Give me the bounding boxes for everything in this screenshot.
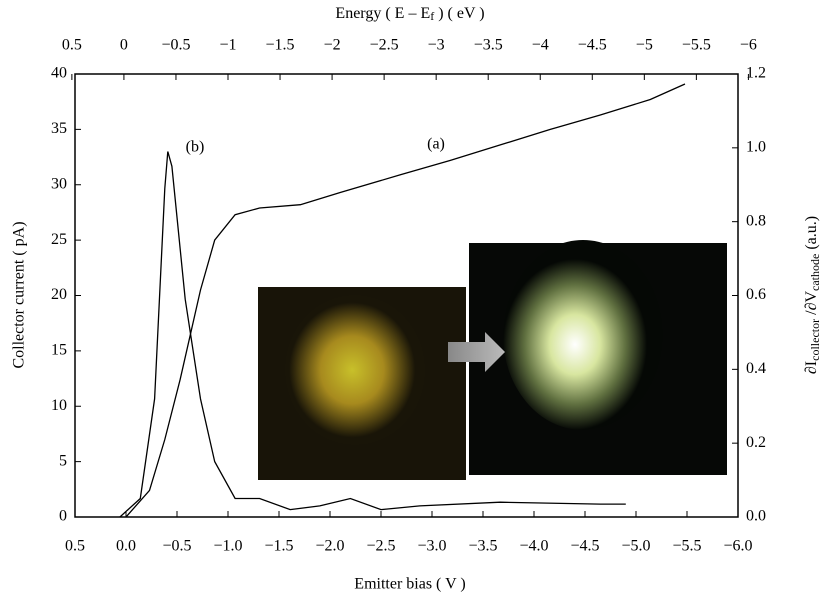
x2-tick-label: 0.5	[62, 37, 82, 54]
x2-tick-label: −5.5	[682, 37, 711, 54]
label-part: collector	[808, 319, 822, 361]
y-tick-label: 5	[59, 452, 67, 469]
glow	[285, 295, 425, 445]
label-part: /∂V	[803, 291, 820, 319]
y2-tick-label: 0.8	[746, 212, 766, 229]
y2-tick-label: 1.0	[746, 139, 766, 156]
y-tick-label: 10	[51, 397, 67, 414]
label-part: cathode	[808, 254, 822, 291]
x2-tick-label: −5	[636, 37, 653, 54]
x-tick-label: −2.0	[315, 538, 344, 555]
label-part: ∂I	[803, 361, 820, 374]
x2-tick-label: −4	[532, 37, 549, 54]
x2-tick-label: −3.5	[474, 37, 503, 54]
x-tick-label: −1.0	[213, 538, 242, 555]
x-tick-label: −4.0	[519, 538, 548, 555]
x-tick-label: −4.5	[570, 538, 599, 555]
x-tick-label: 0.5	[65, 538, 85, 555]
y2-tick-label: 0.4	[746, 360, 766, 377]
x-tick-label: −2.5	[366, 538, 395, 555]
x2-axis-label: Energy ( E – Ef ) ( eV )	[335, 5, 484, 23]
x-tick-label: −5.5	[672, 538, 701, 555]
x2-tick-label: 0	[120, 37, 128, 54]
arrow	[448, 332, 505, 372]
x-tick-label: −0.5	[162, 538, 191, 555]
label-part: ) ( eV )	[434, 5, 484, 22]
x-tick-label: −1.5	[264, 538, 293, 555]
x2-tick-label: −6	[740, 37, 757, 54]
x2-tick-label: −4.5	[578, 37, 607, 54]
y-tick-label: 20	[51, 286, 67, 303]
x2-tick-label: −0.5	[161, 37, 190, 54]
label-part: f	[430, 9, 434, 23]
y2-axis-label: ∂Icollector /∂Vcathode (a.u.)	[803, 216, 822, 374]
y2-tick-label: 0.6	[746, 286, 766, 303]
y-tick-label: 0	[59, 508, 67, 525]
y-axis-label: Collector current ( pA)	[11, 221, 28, 368]
data-line	[119, 151, 626, 518]
x-tick-label: −5.0	[621, 538, 650, 555]
inset-images	[258, 240, 727, 480]
x2-tick-label: −3	[428, 37, 445, 54]
glow	[503, 240, 663, 430]
y2-tick-label: 0.0	[746, 508, 766, 525]
x-tick-label: −6.0	[723, 538, 752, 555]
x2-tick-label: −2.5	[370, 37, 399, 54]
x-axis-label: Emitter bias ( V )	[354, 576, 465, 593]
x2-tick-label: −1	[219, 37, 236, 54]
y-tick-label: 15	[51, 342, 67, 359]
x2-tick-label: −1.5	[266, 37, 295, 54]
x2-tick-label: −2	[324, 37, 341, 54]
data-line	[125, 83, 686, 518]
x-tick-label: −3.0	[417, 538, 446, 555]
y-tick-label: 40	[51, 65, 67, 82]
y-tick-label: 35	[51, 120, 67, 137]
y2-tick-label: 0.2	[746, 434, 766, 451]
annotation: (a)	[427, 136, 445, 153]
label-part: (a.u.)	[803, 216, 820, 254]
label-part: Energy ( E – E	[335, 5, 430, 22]
y2-tick-label: 1.2	[746, 65, 766, 82]
annotation: (b)	[186, 139, 205, 156]
y-tick-label: 25	[51, 231, 67, 248]
x-tick-label: −3.5	[468, 538, 497, 555]
x-tick-label: 0.0	[116, 538, 136, 555]
y-tick-label: 30	[51, 175, 67, 192]
